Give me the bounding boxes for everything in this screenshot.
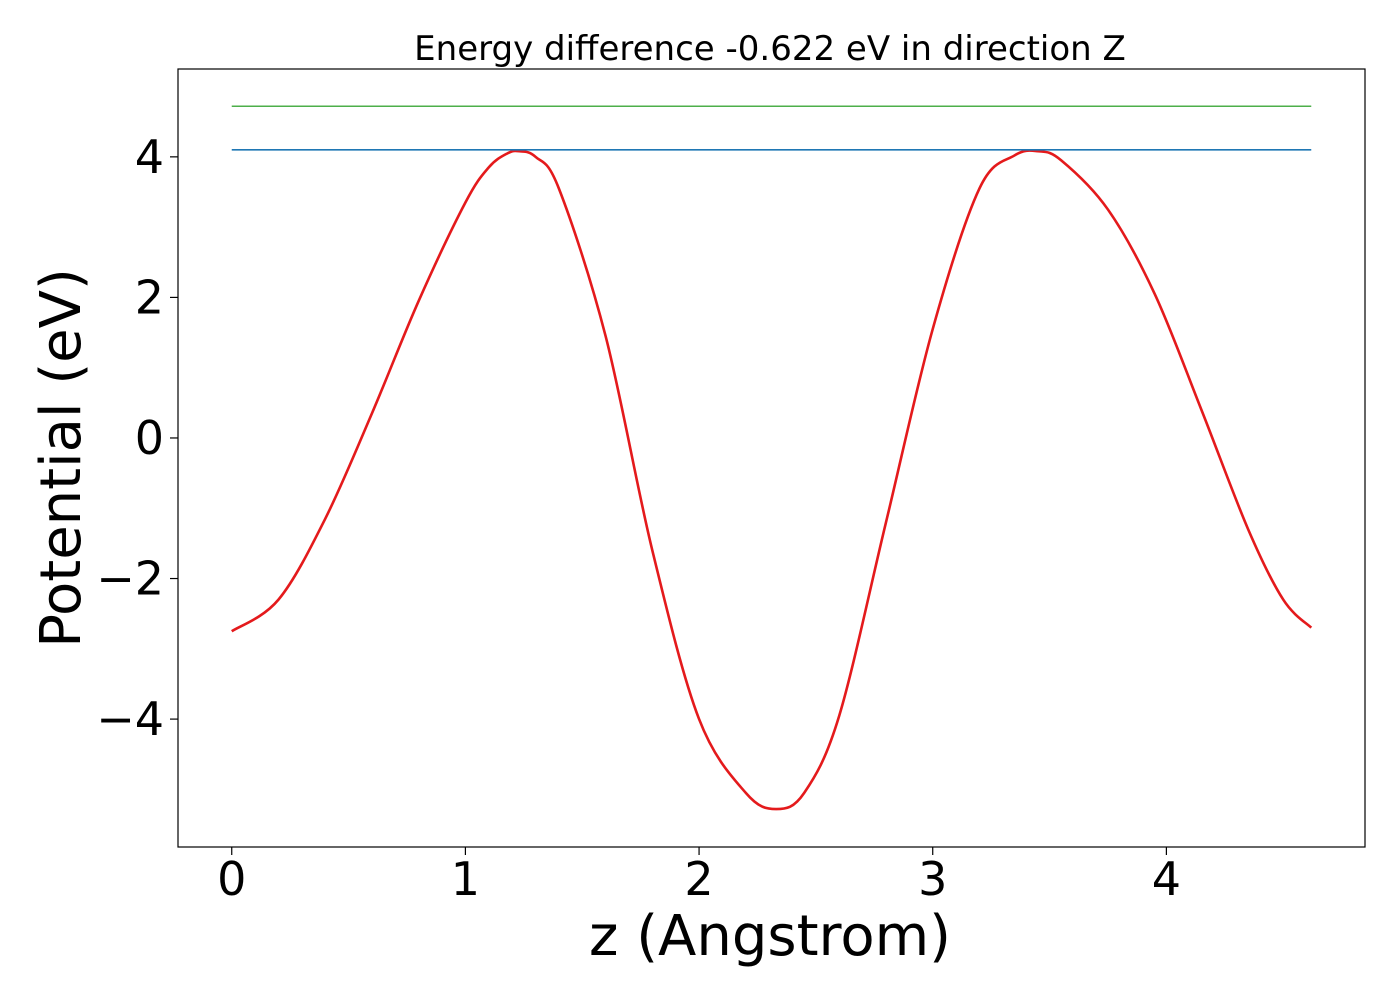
y-tick-label: 0 [135,411,164,465]
plot-frame [177,68,1366,848]
series-line-0 [231,149,1313,811]
x-axis-label: z (Angstrom) [589,904,951,969]
x-tick-label: 4 [1152,852,1181,906]
x-tick-label: 2 [684,852,713,906]
y-tick-label: −2 [96,552,164,606]
y-tick-label: 2 [135,270,164,324]
y-axis: −4 −2 0 2 4 [96,130,178,746]
y-axis-label: Potential (eV) [29,268,94,648]
y-tick-label: −4 [96,692,164,746]
x-tick-label: 3 [918,852,947,906]
x-tick-label: 0 [217,852,246,906]
plot-layer [231,105,1313,811]
y-tick-label: 4 [135,130,164,184]
x-axis: 0 1 2 3 4 [217,847,1181,906]
x-tick-label: 1 [451,852,480,906]
chart-title: Energy difference -0.622 eV in direction… [414,29,1126,69]
